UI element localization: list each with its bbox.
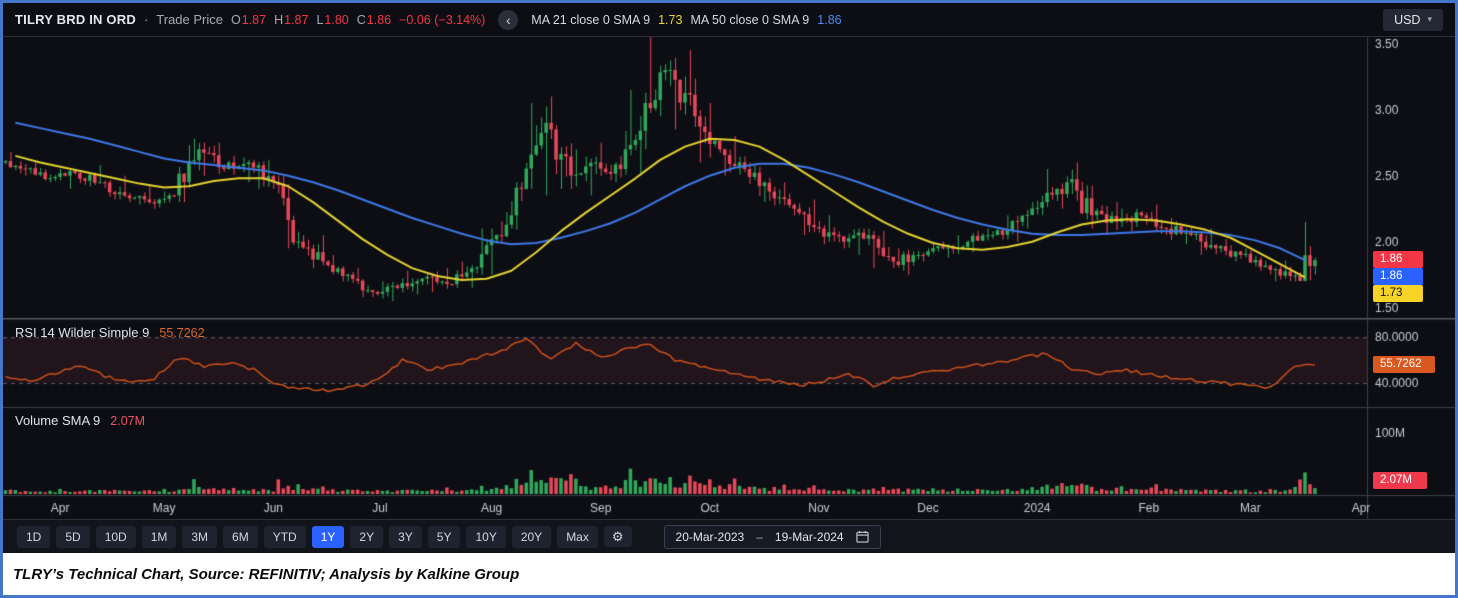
series-type-label: Trade Price	[156, 12, 223, 27]
range-button-ytd[interactable]: YTD	[263, 525, 306, 548]
close-value: 1.86	[366, 12, 392, 27]
range-button-1y[interactable]: 1Y	[311, 525, 345, 548]
close-label: C	[356, 12, 366, 27]
range-button-3m[interactable]: 3M	[182, 525, 218, 548]
high-label: H	[274, 12, 284, 27]
open-label: O	[231, 12, 241, 27]
range-button-2y[interactable]: 2Y	[350, 525, 384, 548]
chevron-down-icon: ▾	[1427, 14, 1432, 24]
range-button-10d[interactable]: 10D	[95, 525, 136, 548]
calendar-icon[interactable]	[855, 530, 869, 543]
range-button-20y[interactable]: 20Y	[511, 525, 552, 548]
collapse-indicators-button[interactable]: ‹	[498, 9, 519, 30]
chart-header: TILRY BRD IN ORD · Trade Price O1.87 H1.…	[3, 3, 1455, 37]
range-button-6m[interactable]: 6M	[223, 525, 258, 548]
high-value: 1.87	[284, 12, 309, 27]
range-button-1m[interactable]: 1M	[141, 525, 177, 548]
ma21-price-badge: 1.73	[1373, 285, 1423, 303]
range-toolbar: 1D 5D 10D 1M 3M 6M YTD 1Y 2Y 3Y 5Y 10Y 20Y Max ⚙ 20-M…	[3, 519, 1455, 553]
open-value: 1.87	[241, 12, 267, 27]
ma50-value: 1.86	[817, 12, 842, 27]
ma50-price-badge: 1.86	[1373, 268, 1423, 286]
ma50-legend: MA 50 close 0 SMA 9 1.86	[690, 13, 841, 27]
ma21-value: 1.73	[658, 12, 683, 27]
gear-icon: ⚙	[611, 528, 624, 544]
date-range-separator: –	[756, 529, 763, 544]
rsi-value-badge: 55.7262	[1373, 356, 1435, 374]
range-button-3y[interactable]: 3Y	[389, 525, 422, 548]
range-buttons: 1D 5D 10D 1M 3M 6M YTD 1Y 2Y 3Y 5Y 10Y 20Y Max	[17, 525, 598, 548]
ma21-legend: MA 21 close 0 SMA 9 1.73	[531, 13, 682, 27]
volume-value-badge: 2.07M	[1373, 472, 1427, 489]
separator-dot: ·	[143, 12, 149, 27]
low-label: L	[316, 12, 324, 27]
chevron-left-icon: ‹	[505, 11, 511, 28]
caption-text: TLRY’s Technical Chart, Source: REFINITI…	[13, 565, 520, 583]
last-price-badge: 1.86	[1373, 251, 1423, 269]
range-button-max[interactable]: Max	[557, 525, 598, 548]
price-chart-canvas[interactable]	[3, 37, 1455, 519]
low-value: 1.80	[324, 12, 349, 27]
chart-settings-button[interactable]: ⚙	[603, 525, 632, 548]
range-button-5d[interactable]: 5D	[56, 525, 90, 548]
currency-selector[interactable]: USD ▾	[1383, 8, 1443, 31]
ma50-label: MA 50 close 0 SMA 9	[690, 12, 810, 27]
chart-area: RSI 14 Wilder Simple 9 55.7262 Volume SM…	[3, 37, 1455, 519]
change-value: −0.06 (−3.14%)	[399, 12, 486, 27]
currency-label: USD	[1394, 12, 1421, 27]
ohlc-readout: O1.87 H1.87 L1.80 C1.86 −0.06 (−3.14%)	[231, 13, 485, 27]
date-range-picker[interactable]: 20-Mar-2023 – 19-Mar-2024	[663, 524, 881, 549]
caption-bar: TLRY’s Technical Chart, Source: REFINITI…	[3, 553, 1455, 595]
range-button-10y[interactable]: 10Y	[466, 525, 506, 548]
date-to[interactable]: 19-Mar-2024	[774, 529, 844, 544]
range-button-5y[interactable]: 5Y	[427, 525, 461, 548]
date-from[interactable]: 20-Mar-2023	[675, 529, 745, 544]
range-button-1d[interactable]: 1D	[17, 525, 51, 548]
symbol-name: TILRY BRD IN ORD	[15, 12, 136, 27]
ma21-label: MA 21 close 0 SMA 9	[531, 12, 651, 27]
